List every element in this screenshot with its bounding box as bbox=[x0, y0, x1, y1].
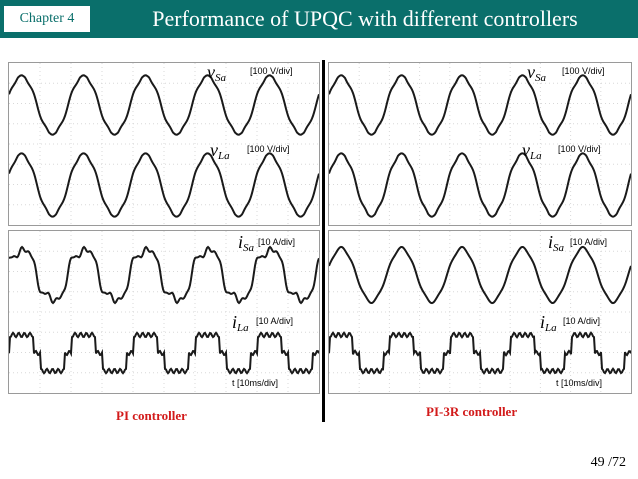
pi-voltage-panel bbox=[8, 62, 320, 226]
pi-vla-label: vLa bbox=[210, 140, 230, 162]
pi-time-scale: t [10ms/div] bbox=[232, 378, 279, 388]
pi3r-vla-scale: [100 V/div] bbox=[558, 144, 601, 154]
pi3r-vsa-trace bbox=[329, 74, 631, 136]
pi-vla-trace bbox=[9, 152, 319, 218]
pi-ila-label: iLa bbox=[232, 312, 249, 334]
pi3r-isa-trace bbox=[329, 245, 631, 305]
pi3r-vla-trace bbox=[329, 152, 631, 218]
pi3r-vsa-scale: [100 V/div] bbox=[562, 66, 605, 76]
slide-title: Performance of UPQC with different contr… bbox=[152, 6, 578, 31]
pi-voltage-traces bbox=[9, 63, 319, 225]
panel-divider bbox=[322, 60, 325, 422]
pi3r-time-scale: t [10ms/div] bbox=[556, 378, 603, 388]
pi3r-ila-trace bbox=[329, 331, 631, 375]
pi3r-vla-label: vLa bbox=[522, 140, 542, 162]
pi-ila-scale: [10 A/div] bbox=[256, 316, 294, 326]
pi-vsa-label: vSa bbox=[207, 62, 226, 84]
chapter-label: Chapter 4 bbox=[4, 6, 90, 32]
pi3r-current-panel bbox=[328, 230, 632, 394]
pi-ila-trace bbox=[9, 331, 319, 375]
pi-vla-scale: [100 V/div] bbox=[247, 144, 290, 154]
pi-isa-scale: [10 A/div] bbox=[258, 237, 296, 247]
pi3r-voltage-traces bbox=[329, 63, 631, 225]
pi3r-voltage-panel bbox=[328, 62, 632, 226]
pi3r-isa-scale: [10 A/div] bbox=[570, 237, 608, 247]
pi3r-isa-label: iSa bbox=[548, 232, 565, 254]
pi-current-panel bbox=[8, 230, 320, 394]
pi-isa-trace bbox=[9, 245, 319, 305]
pi3r-ila-label: iLa bbox=[540, 312, 557, 334]
pi-controller-caption: PI controller bbox=[116, 408, 187, 423]
pi3r-ila-scale: [10 A/div] bbox=[563, 316, 601, 326]
slide-header: Chapter 4 Performance of UPQC with diffe… bbox=[0, 0, 638, 38]
pi-isa-label: iSa bbox=[238, 232, 255, 254]
pi3r-current-traces bbox=[329, 231, 631, 393]
pi3r-controller-caption: PI-3R controller bbox=[426, 404, 518, 419]
pi-current-traces bbox=[9, 231, 319, 393]
pi-vsa-trace bbox=[9, 74, 319, 136]
pi-vsa-scale: [100 V/div] bbox=[250, 66, 293, 76]
page-number: 49 /72 bbox=[590, 455, 626, 470]
pi3r-vsa-label: vSa bbox=[527, 62, 546, 84]
